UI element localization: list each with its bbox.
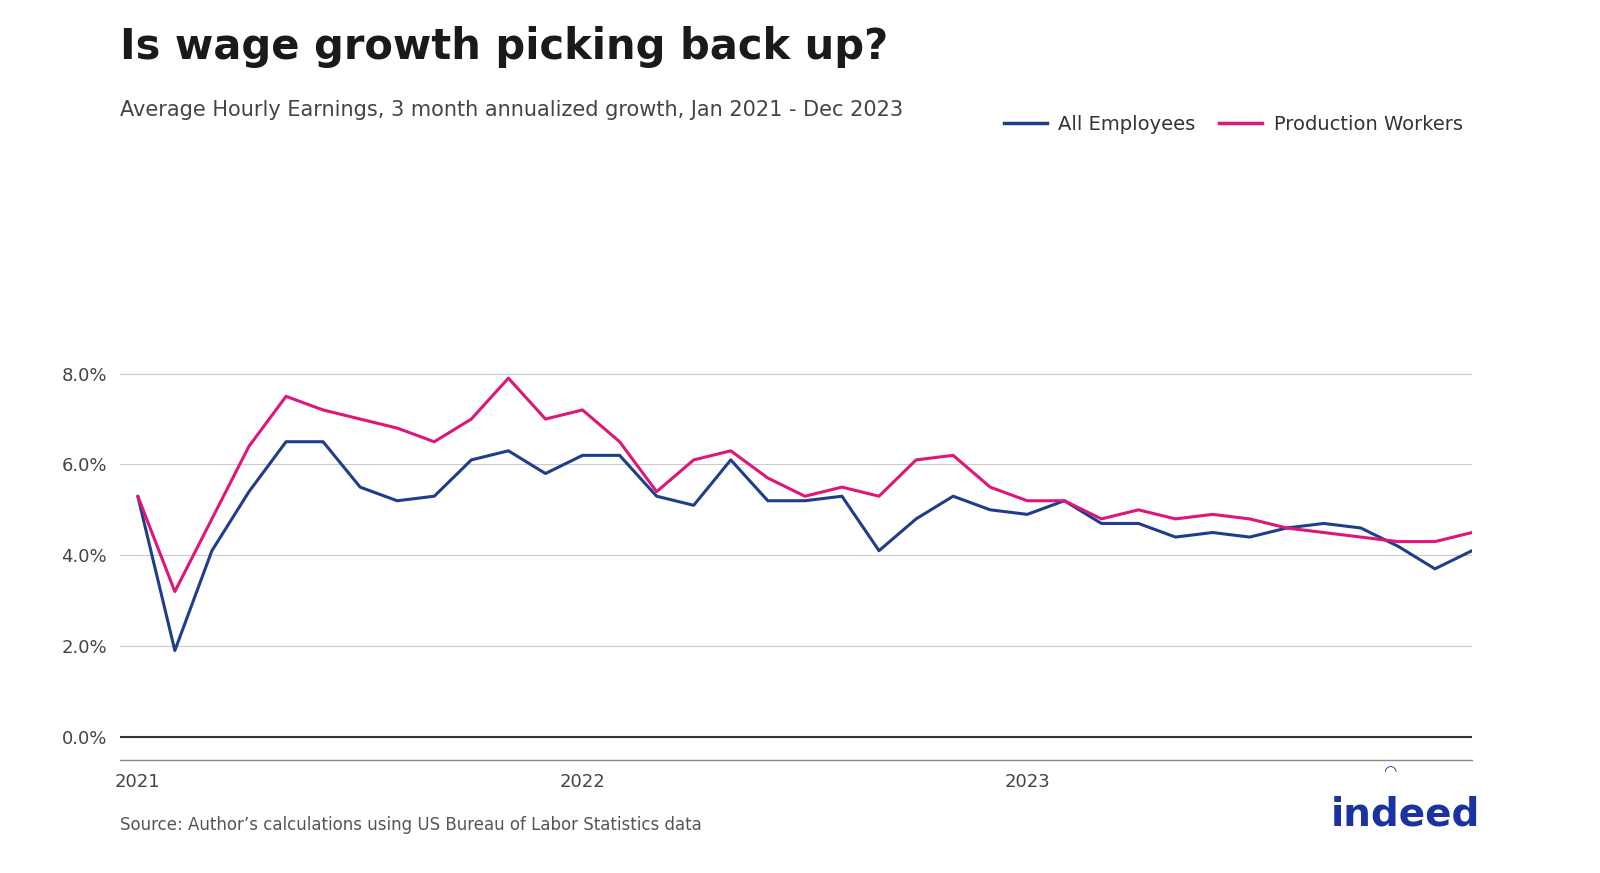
Text: Is wage growth picking back up?: Is wage growth picking back up? [120, 26, 888, 68]
Legend: All Employees, Production Workers: All Employees, Production Workers [997, 107, 1470, 142]
Text: Average Hourly Earnings, 3 month annualized growth, Jan 2021 - Dec 2023: Average Hourly Earnings, 3 month annuali… [120, 100, 902, 120]
Text: Source: Author’s calculations using US Bureau of Labor Statistics data: Source: Author’s calculations using US B… [120, 815, 702, 834]
Text: ◠: ◠ [1382, 764, 1397, 779]
Text: indeed: indeed [1331, 795, 1480, 834]
